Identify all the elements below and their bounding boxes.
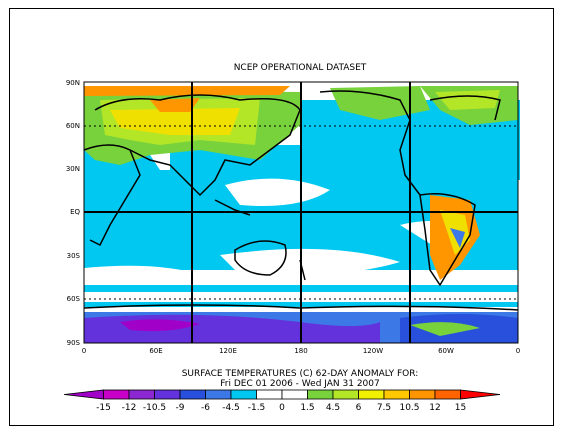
grid-lines	[84, 82, 518, 343]
colorbar-tick-label: 7.5	[377, 403, 391, 413]
caption-line-2: Fri DEC 01 2006 - Wed JAN 31 2007	[220, 379, 379, 389]
colorbar-tick-label: 15	[455, 403, 466, 413]
colorbar-tick-label: 6	[356, 403, 362, 413]
colorbar-swatch	[409, 389, 436, 400]
colorbar-swatch	[256, 389, 283, 400]
colorbar-tick-label: -1.5	[248, 403, 266, 413]
lon-label: 180	[294, 347, 307, 355]
colorbar-tick-label: 12	[429, 403, 440, 413]
lat-label: 60S	[67, 295, 81, 303]
map-border	[83, 81, 519, 344]
colorbar-swatch	[103, 389, 130, 400]
lon-label: 120E	[219, 347, 237, 355]
lat-label: 30S	[67, 252, 81, 260]
lon-label: 120W	[363, 347, 383, 355]
colorbar-labels: -15 -12 -10.5 -9 -6 -4.5 -1.5 0 1.5 4.5 6 7.5 10.5 12…	[96, 403, 466, 413]
colorbar-swatch	[460, 389, 501, 400]
colorbar-tick-label: -6	[201, 403, 210, 413]
lat-label: 30N	[66, 165, 80, 173]
colorbar-tick-label: -9	[176, 403, 185, 413]
colorbar	[63, 389, 501, 400]
map-title: NCEP OPERATIONAL DATASET	[234, 63, 367, 73]
colorbar-tick-label: 10.5	[399, 403, 419, 413]
colorbar-swatch	[230, 389, 257, 400]
colorbar-tick-label: 4.5	[326, 403, 340, 413]
longitude-axis: 0 60E 120E 180 120W 60W 0	[82, 347, 520, 355]
colorbar-swatch	[332, 389, 359, 400]
colorbar-tick-label: -10.5	[143, 403, 166, 413]
lon-label: 60W	[438, 347, 454, 355]
caption-line-1: SURFACE TEMPERATURES (C) 62-DAY ANOMALY …	[182, 369, 419, 379]
colorbar-swatch	[281, 389, 308, 400]
figure-frame	[9, 8, 554, 426]
colorbar-tick-label: -4.5	[222, 403, 240, 413]
lat-label: 90N	[66, 79, 80, 87]
lon-label: 0	[516, 347, 520, 355]
colorbar-swatch	[63, 389, 104, 400]
colorbar-swatch	[307, 389, 334, 400]
lat-label: 60N	[66, 122, 80, 130]
latitude-axis: 90N 60N 30N EQ 30S 60S 90S	[66, 79, 81, 347]
colorbar-swatch	[205, 389, 232, 400]
colorbar-tick-label: -15	[96, 403, 111, 413]
colorbar-tick-label: 0	[279, 403, 285, 413]
lon-label: 60E	[149, 347, 162, 355]
lat-label: EQ	[70, 208, 80, 216]
colorbar-swatch	[383, 389, 410, 400]
colorbar-swatch	[128, 389, 155, 400]
colorbar-tick-label: -12	[122, 403, 137, 413]
lon-label: 0	[82, 347, 86, 355]
colorbar-swatch	[179, 389, 206, 400]
colorbar-swatch	[434, 389, 461, 400]
colorbar-tick-label: 1.5	[300, 403, 314, 413]
colorbar-swatch	[154, 389, 181, 400]
colorbar-swatch	[358, 389, 385, 400]
map-panel	[83, 81, 520, 344]
lat-label: 90S	[67, 339, 81, 347]
